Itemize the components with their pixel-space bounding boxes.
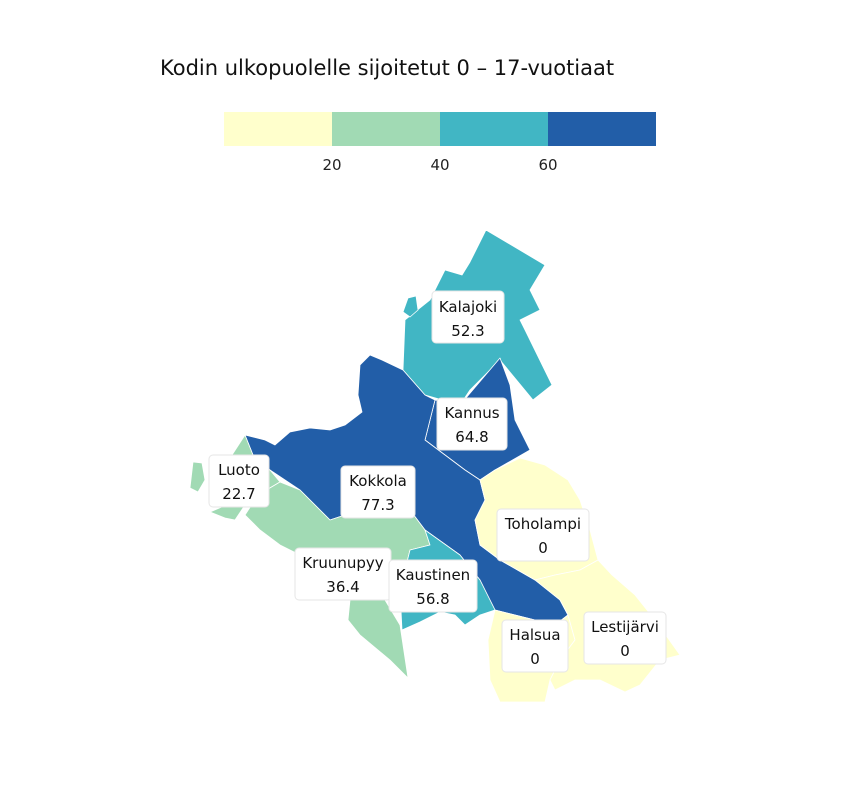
color-legend: 20 40 60 [224, 112, 656, 174]
legend-tick-60: 60 [538, 156, 557, 174]
label-toholampi-name: Toholampi [504, 515, 581, 533]
legend-bin-20-40 [332, 112, 440, 146]
label-toholampi: Toholampi 0 [496, 508, 590, 562]
label-kalajoki-value: 52.3 [451, 322, 484, 340]
region-kalajoki-island[interactable] [402, 295, 419, 318]
legend-tick-40: 40 [430, 156, 449, 174]
label-luoto: Luoto 22.7 [208, 454, 270, 508]
label-luoto-name: Luoto [218, 461, 260, 479]
label-lestijarvi: Lestijärvi 0 [583, 611, 667, 665]
label-kruunupyy: Kruunupyy 36.4 [294, 547, 392, 601]
region-luoto-island[interactable] [189, 461, 206, 493]
legend-bin-60-80 [548, 112, 656, 146]
label-kokkola-name: Kokkola [349, 472, 407, 490]
legend-bin-40-60 [440, 112, 548, 146]
label-luoto-value: 22.7 [222, 485, 255, 503]
legend-bin-0-20 [224, 112, 332, 146]
label-kokkola-value: 77.3 [361, 496, 394, 514]
label-kaustinen-name: Kaustinen [396, 566, 470, 584]
legend-tick-20: 20 [322, 156, 341, 174]
label-kokkola: Kokkola 77.3 [340, 465, 416, 519]
label-halsua: Halsua 0 [501, 619, 569, 673]
label-kannus-value: 64.8 [455, 428, 488, 446]
label-lestijarvi-value: 0 [620, 642, 630, 660]
label-kannus: Kannus 64.8 [436, 397, 508, 451]
label-halsua-name: Halsua [509, 626, 560, 644]
label-kaustinen: Kaustinen 56.8 [388, 559, 478, 613]
label-lestijarvi-name: Lestijärvi [591, 618, 659, 636]
label-kaustinen-value: 56.8 [416, 590, 449, 608]
label-kalajoki-name: Kalajoki [439, 298, 497, 316]
label-kannus-name: Kannus [444, 404, 499, 422]
label-toholampi-value: 0 [538, 539, 548, 557]
label-kruunupyy-value: 36.4 [326, 578, 359, 596]
label-kruunupyy-name: Kruunupyy [302, 554, 383, 572]
label-kalajoki: Kalajoki 52.3 [431, 290, 505, 344]
map-title: Kodin ulkopuolelle sijoitetut 0 – 17-vuo… [160, 56, 615, 80]
label-halsua-value: 0 [530, 650, 540, 668]
